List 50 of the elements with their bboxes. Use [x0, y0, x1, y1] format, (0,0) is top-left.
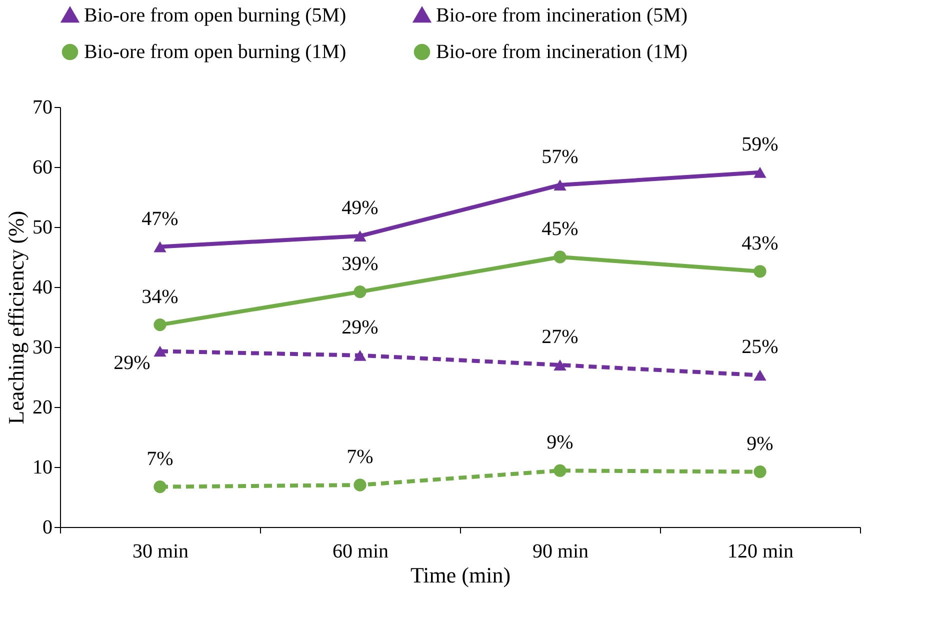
x-tick-label: 60 min: [332, 540, 389, 562]
data-label: 47%: [142, 208, 178, 230]
data-label: 59%: [742, 133, 778, 156]
data-label: 29%: [342, 316, 378, 338]
legend-label: Bio-ore from incineration (1M): [436, 41, 688, 63]
y-tick-label: 0: [42, 516, 52, 538]
point: [154, 241, 166, 252]
point: [554, 250, 566, 264]
y-tick-label: 70: [32, 96, 52, 118]
data-label: 27%: [542, 326, 578, 348]
data-label: 34%: [142, 286, 178, 308]
point: [154, 480, 166, 494]
point: [554, 180, 566, 190]
data-label: 43%: [742, 232, 778, 254]
data-label: 9%: [546, 432, 574, 454]
data-label: 39%: [342, 252, 378, 275]
point: [754, 465, 766, 478]
point: [754, 166, 766, 178]
point: [754, 370, 766, 381]
data-label: 7%: [346, 446, 374, 468]
point: [354, 478, 366, 492]
point: [154, 318, 166, 332]
y-tick-label: 50: [32, 216, 52, 238]
y-axis-title: Leaching efficiency (%): [4, 210, 28, 424]
x-tick-label: 30 min: [132, 540, 189, 562]
data-label: 45%: [542, 218, 578, 240]
point: [554, 464, 566, 477]
y-tick-label: 20: [32, 396, 52, 418]
point: [354, 285, 366, 298]
legend-label: Bio-ore from open burning (5M): [84, 4, 346, 26]
data-label: 7%: [146, 448, 174, 470]
legend-label: Bio-ore from open burning (1M): [84, 41, 346, 63]
x-axis-title: Time (min): [410, 562, 511, 588]
point: [354, 350, 366, 361]
data-label: 9%: [746, 432, 774, 455]
point: [354, 230, 366, 242]
x-tick-label: 120 min: [727, 540, 794, 562]
data-label: 57%: [542, 146, 578, 168]
y-tick-label: 30: [32, 336, 52, 358]
point: [554, 360, 566, 370]
data-label: 25%: [742, 336, 778, 358]
point: [154, 346, 166, 357]
point: [754, 265, 766, 278]
data-label: 49%: [342, 197, 378, 219]
legend-label: Bio-ore from incineration (5M): [436, 4, 688, 26]
y-tick-label: 60: [32, 156, 52, 178]
y-tick-label: 40: [32, 276, 52, 298]
x-tick-label: 90 min: [532, 540, 589, 562]
data-label: 29%: [114, 352, 150, 374]
y-tick-label: 10: [32, 456, 52, 478]
